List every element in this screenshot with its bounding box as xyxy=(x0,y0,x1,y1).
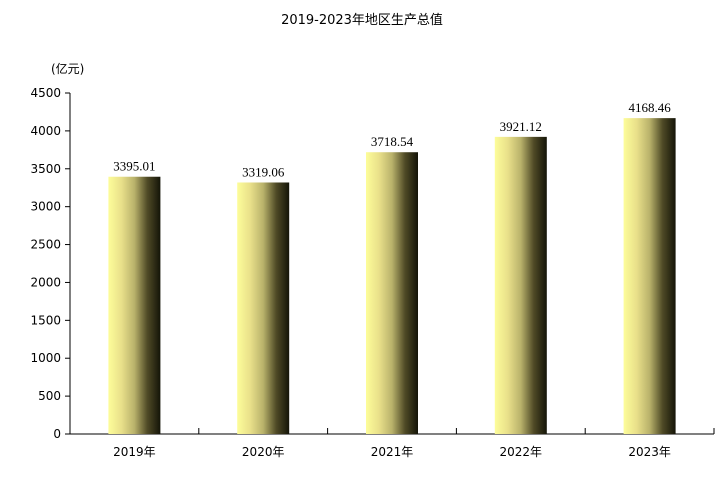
bar xyxy=(108,176,161,434)
y-axis-ticks: 0 500 1000 1500 2000 2500 3000 3500 4000 4500 xyxy=(30,86,70,441)
x-axis-ticks: 2019年 2020年 2021年 2022年 2023年 xyxy=(113,428,715,459)
y-tick-label: 4000 xyxy=(30,124,61,138)
bar-value-label: 3395.01 xyxy=(113,159,155,174)
bar-value-label: 3718.54 xyxy=(371,134,414,149)
bar xyxy=(366,152,418,435)
bar xyxy=(623,118,676,435)
data-labels-group: 3395.01 3319.06 3718.54 3921.12 4168.46 xyxy=(113,100,671,179)
chart-title: 2019-2023年地区生产总值 xyxy=(281,12,443,28)
x-tick-label: 2022年 xyxy=(500,445,543,459)
bars-group xyxy=(108,118,676,435)
x-tick-label: 2023年 xyxy=(628,445,671,459)
y-tick-label: 2000 xyxy=(30,275,61,289)
y-tick-label: 3500 xyxy=(30,162,61,176)
x-tick-label: 2019年 xyxy=(113,445,156,459)
y-axis-label: (亿元) xyxy=(51,61,84,76)
y-tick-label: 0 xyxy=(53,427,61,441)
bar-value-label: 3921.12 xyxy=(500,119,542,134)
bar-value-label: 3319.06 xyxy=(242,164,285,179)
bar xyxy=(237,182,290,434)
bar xyxy=(494,136,547,434)
y-tick-label: 500 xyxy=(38,389,61,403)
y-tick-label: 1000 xyxy=(30,351,61,365)
y-tick-label: 4500 xyxy=(30,86,61,100)
y-tick-label: 3000 xyxy=(30,200,61,214)
x-tick-label: 2020年 xyxy=(242,445,285,459)
x-tick-label: 2021年 xyxy=(371,445,414,459)
y-tick-label: 2500 xyxy=(30,238,61,252)
y-tick-label: 1500 xyxy=(30,313,61,327)
bar-value-label: 4168.46 xyxy=(628,100,671,115)
